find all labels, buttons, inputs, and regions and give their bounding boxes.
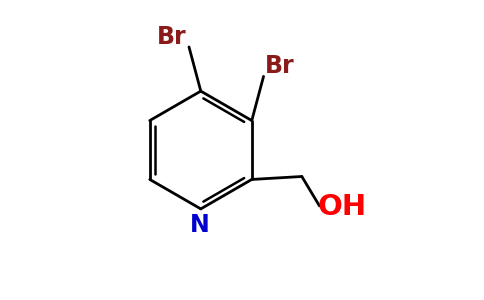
Text: Br: Br: [156, 25, 186, 49]
Text: N: N: [189, 213, 209, 237]
Text: OH: OH: [317, 194, 366, 221]
Text: Br: Br: [265, 54, 295, 78]
